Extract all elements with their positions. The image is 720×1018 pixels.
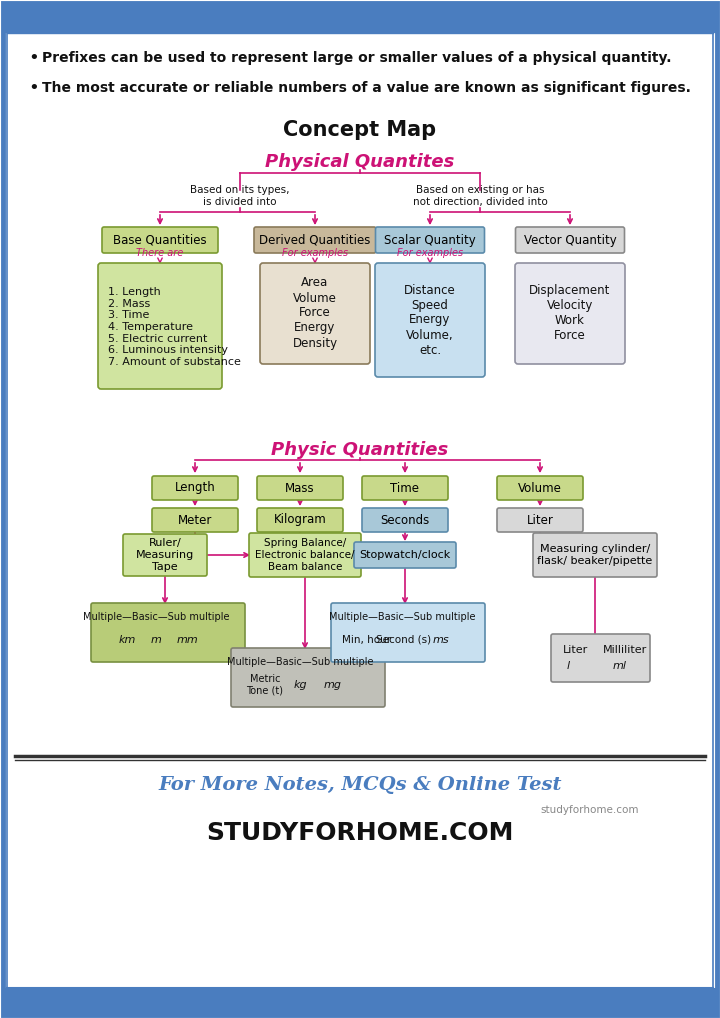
FancyBboxPatch shape (515, 263, 625, 364)
Text: Physical Quantites: Physical Quantites (265, 153, 455, 171)
Text: •: • (28, 79, 39, 97)
FancyBboxPatch shape (123, 534, 207, 576)
Text: Seconds: Seconds (380, 513, 430, 526)
Text: Area
Volume
Force
Energy
Density: Area Volume Force Energy Density (292, 277, 338, 349)
Text: Prefixes can be used to represent large or smaller values of a physical quantity: Prefixes can be used to represent large … (42, 51, 672, 65)
FancyBboxPatch shape (3, 988, 717, 1015)
Text: Volume: Volume (518, 482, 562, 495)
Text: Derived Quantities: Derived Quantities (259, 233, 371, 246)
Text: - Summary and Concept Map: - Summary and Concept Map (296, 997, 451, 1007)
Text: There are: There are (136, 248, 184, 258)
FancyBboxPatch shape (91, 603, 245, 662)
Text: Page | 2: Page | 2 (662, 997, 704, 1007)
Text: Min, hour: Min, hour (343, 635, 392, 645)
Text: PHYSICS 9TH: PHYSICS 9TH (16, 12, 104, 25)
Text: studyforhome.com: studyforhome.com (541, 805, 639, 815)
Text: •: • (28, 49, 39, 67)
FancyBboxPatch shape (551, 634, 650, 682)
FancyBboxPatch shape (231, 648, 385, 706)
FancyBboxPatch shape (375, 263, 485, 377)
Text: Kilogram: Kilogram (274, 513, 326, 526)
Text: Ruler/
Measuring
Tape: Ruler/ Measuring Tape (136, 539, 194, 571)
FancyBboxPatch shape (362, 508, 448, 532)
Text: km: km (118, 635, 135, 645)
FancyBboxPatch shape (102, 227, 218, 253)
Text: Mass: Mass (285, 482, 315, 495)
Text: kg: kg (293, 680, 307, 690)
Text: Vector Quantity: Vector Quantity (523, 233, 616, 246)
Text: Time: Time (390, 482, 420, 495)
FancyBboxPatch shape (99, 264, 221, 386)
Text: Multiple—Basic—Sub multiple: Multiple—Basic—Sub multiple (227, 657, 373, 667)
FancyBboxPatch shape (257, 476, 343, 500)
Text: mg: mg (324, 680, 342, 690)
Text: Based on existing or has
not direction, divided into: Based on existing or has not direction, … (413, 185, 547, 207)
FancyBboxPatch shape (362, 476, 448, 500)
FancyBboxPatch shape (533, 533, 657, 577)
Text: m: m (150, 635, 161, 645)
Text: Metric
Tone (t): Metric Tone (t) (246, 674, 284, 695)
Text: For examples: For examples (397, 248, 463, 258)
Text: Physic Quantities: Physic Quantities (271, 441, 449, 459)
FancyBboxPatch shape (152, 476, 238, 500)
FancyBboxPatch shape (249, 533, 361, 577)
FancyBboxPatch shape (497, 476, 583, 500)
Text: PHYSICAL QUANTITIES AND MEASUREMENT: PHYSICAL QUANTITIES AND MEASUREMENT (16, 997, 270, 1007)
Text: ms: ms (433, 635, 449, 645)
Text: Liter: Liter (526, 513, 554, 526)
FancyBboxPatch shape (257, 508, 343, 532)
FancyBboxPatch shape (376, 227, 485, 253)
FancyBboxPatch shape (260, 263, 370, 364)
Text: Multiple—Basic—Sub multiple: Multiple—Basic—Sub multiple (83, 612, 229, 622)
FancyBboxPatch shape (354, 542, 456, 568)
Text: Milliliter: Milliliter (603, 645, 647, 655)
Text: Stopwatch/clock: Stopwatch/clock (359, 550, 451, 560)
Text: Based on its types,
is divided into: Based on its types, is divided into (190, 185, 289, 207)
Text: Meter: Meter (178, 513, 212, 526)
Text: Concept Map: Concept Map (284, 120, 436, 140)
Text: Base Quantities: Base Quantities (113, 233, 207, 246)
Text: Displacement
Velocity
Work
Force: Displacement Velocity Work Force (529, 284, 611, 342)
Text: The most accurate or reliable numbers of a value are known as significant figure: The most accurate or reliable numbers of… (42, 81, 691, 95)
FancyBboxPatch shape (98, 263, 222, 389)
FancyBboxPatch shape (3, 3, 717, 33)
FancyBboxPatch shape (254, 227, 376, 253)
Text: 1. Length
2. Mass
3. Time
4. Temperature
5. Electric current
6. Luminous intensi: 1. Length 2. Mass 3. Time 4. Temperature… (108, 287, 241, 366)
Text: Second (s): Second (s) (377, 635, 431, 645)
FancyBboxPatch shape (516, 227, 624, 253)
Text: Scalar Quantity: Scalar Quantity (384, 233, 476, 246)
Text: For More Notes, MCQs & Online Test: For More Notes, MCQs & Online Test (158, 776, 562, 794)
Text: STUDYFORHOME.COM: STUDYFORHOME.COM (559, 12, 704, 25)
Text: mm: mm (176, 635, 198, 645)
Text: l: l (567, 661, 570, 671)
Text: ml: ml (613, 661, 627, 671)
FancyBboxPatch shape (331, 603, 485, 662)
FancyBboxPatch shape (152, 508, 238, 532)
FancyBboxPatch shape (497, 508, 583, 532)
Text: Length: Length (175, 482, 215, 495)
Text: For examples: For examples (282, 248, 348, 258)
Text: Spring Balance/
Electronic balance/
Beam balance: Spring Balance/ Electronic balance/ Beam… (256, 539, 355, 571)
Text: Distance
Speed
Energy
Volume,
etc.: Distance Speed Energy Volume, etc. (404, 283, 456, 356)
Text: Measuring cylinder/
flask/ beaker/pipette: Measuring cylinder/ flask/ beaker/pipett… (537, 545, 652, 566)
Text: Multiple—Basic—Sub multiple: Multiple—Basic—Sub multiple (329, 612, 475, 622)
Text: Liter: Liter (563, 645, 588, 655)
Text: STUDYFORHOME.COM: STUDYFORHOME.COM (207, 821, 513, 845)
